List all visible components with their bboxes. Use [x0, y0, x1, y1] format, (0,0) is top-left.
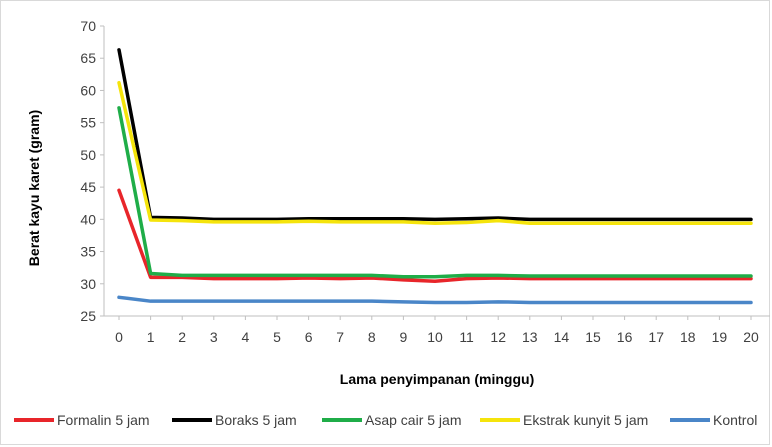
- x-tick-label: 11: [459, 329, 474, 345]
- x-tick-label: 19: [712, 329, 728, 345]
- x-tick-label: 4: [242, 329, 250, 345]
- plot-axes: [103, 26, 770, 317]
- legend-label-asap-cair-5-jam: Asap cair 5 jam: [365, 412, 461, 428]
- series-line-asap-cair-5-jam: [117, 106, 753, 279]
- legend-label-kontrol: Kontrol: [713, 412, 757, 428]
- y-tick-label: 50: [80, 147, 96, 163]
- legend: Formalin 5 jam Boraks 5 jam Asap cair 5 ja…: [14, 412, 757, 428]
- y-tick-label: 25: [80, 308, 96, 324]
- x-axis-ticks: 0 1 2 3 4 5 6 7 8 9 10 11 12 13 14 15 16 17 18 19 20: [115, 316, 759, 345]
- y-tick-label: 35: [80, 244, 96, 260]
- y-tick-label: 45: [80, 179, 96, 195]
- y-tick-label: 60: [80, 82, 96, 98]
- y-axis-title: Berat kayu karet (gram): [26, 110, 42, 266]
- x-tick-label: 1: [147, 329, 155, 345]
- y-tick-label: 55: [80, 115, 96, 131]
- y-tick-label: 40: [80, 211, 96, 227]
- x-tick-label: 12: [490, 329, 506, 345]
- x-tick-label: 8: [368, 329, 376, 345]
- series-lines: [117, 48, 753, 305]
- y-tick-label: 30: [80, 276, 96, 292]
- legend-label-boraks-5-jam: Boraks 5 jam: [215, 412, 297, 428]
- x-tick-label: 7: [336, 329, 344, 345]
- x-axis-title: Lama penyimpanan (minggu): [340, 371, 534, 387]
- y-tick-label: 70: [80, 18, 96, 34]
- legend-label-formalin-5-jam: Formalin 5 jam: [57, 412, 150, 428]
- y-tick-label: 65: [80, 50, 96, 66]
- x-tick-label: 10: [427, 329, 443, 345]
- series-line-ekstrak-kunyit-5-jam: [117, 80, 753, 225]
- series-line-boraks-5-jam: [117, 48, 753, 222]
- x-tick-label: 5: [273, 329, 281, 345]
- x-tick-label: 20: [743, 329, 759, 345]
- x-tick-label: 0: [115, 329, 123, 345]
- y-axis-ticks: 25 30 35 40 45 50 55 60 65 70: [80, 18, 104, 324]
- x-tick-label: 13: [522, 329, 538, 345]
- x-tick-label: 16: [617, 329, 633, 345]
- x-tick-label: 14: [554, 329, 570, 345]
- x-tick-label: 15: [585, 329, 601, 345]
- x-tick-label: 9: [400, 329, 408, 345]
- x-tick-label: 18: [680, 329, 696, 345]
- series-line-formalin-5-jam: [117, 188, 753, 283]
- x-tick-label: 17: [648, 329, 664, 345]
- x-tick-label: 3: [210, 329, 218, 345]
- series-line-kontrol: [117, 295, 753, 305]
- legend-label-ekstrak-kunyit-5-jam: Ekstrak kunyit 5 jam: [523, 412, 648, 428]
- x-tick-label: 2: [178, 329, 186, 345]
- x-tick-label: 6: [305, 329, 313, 345]
